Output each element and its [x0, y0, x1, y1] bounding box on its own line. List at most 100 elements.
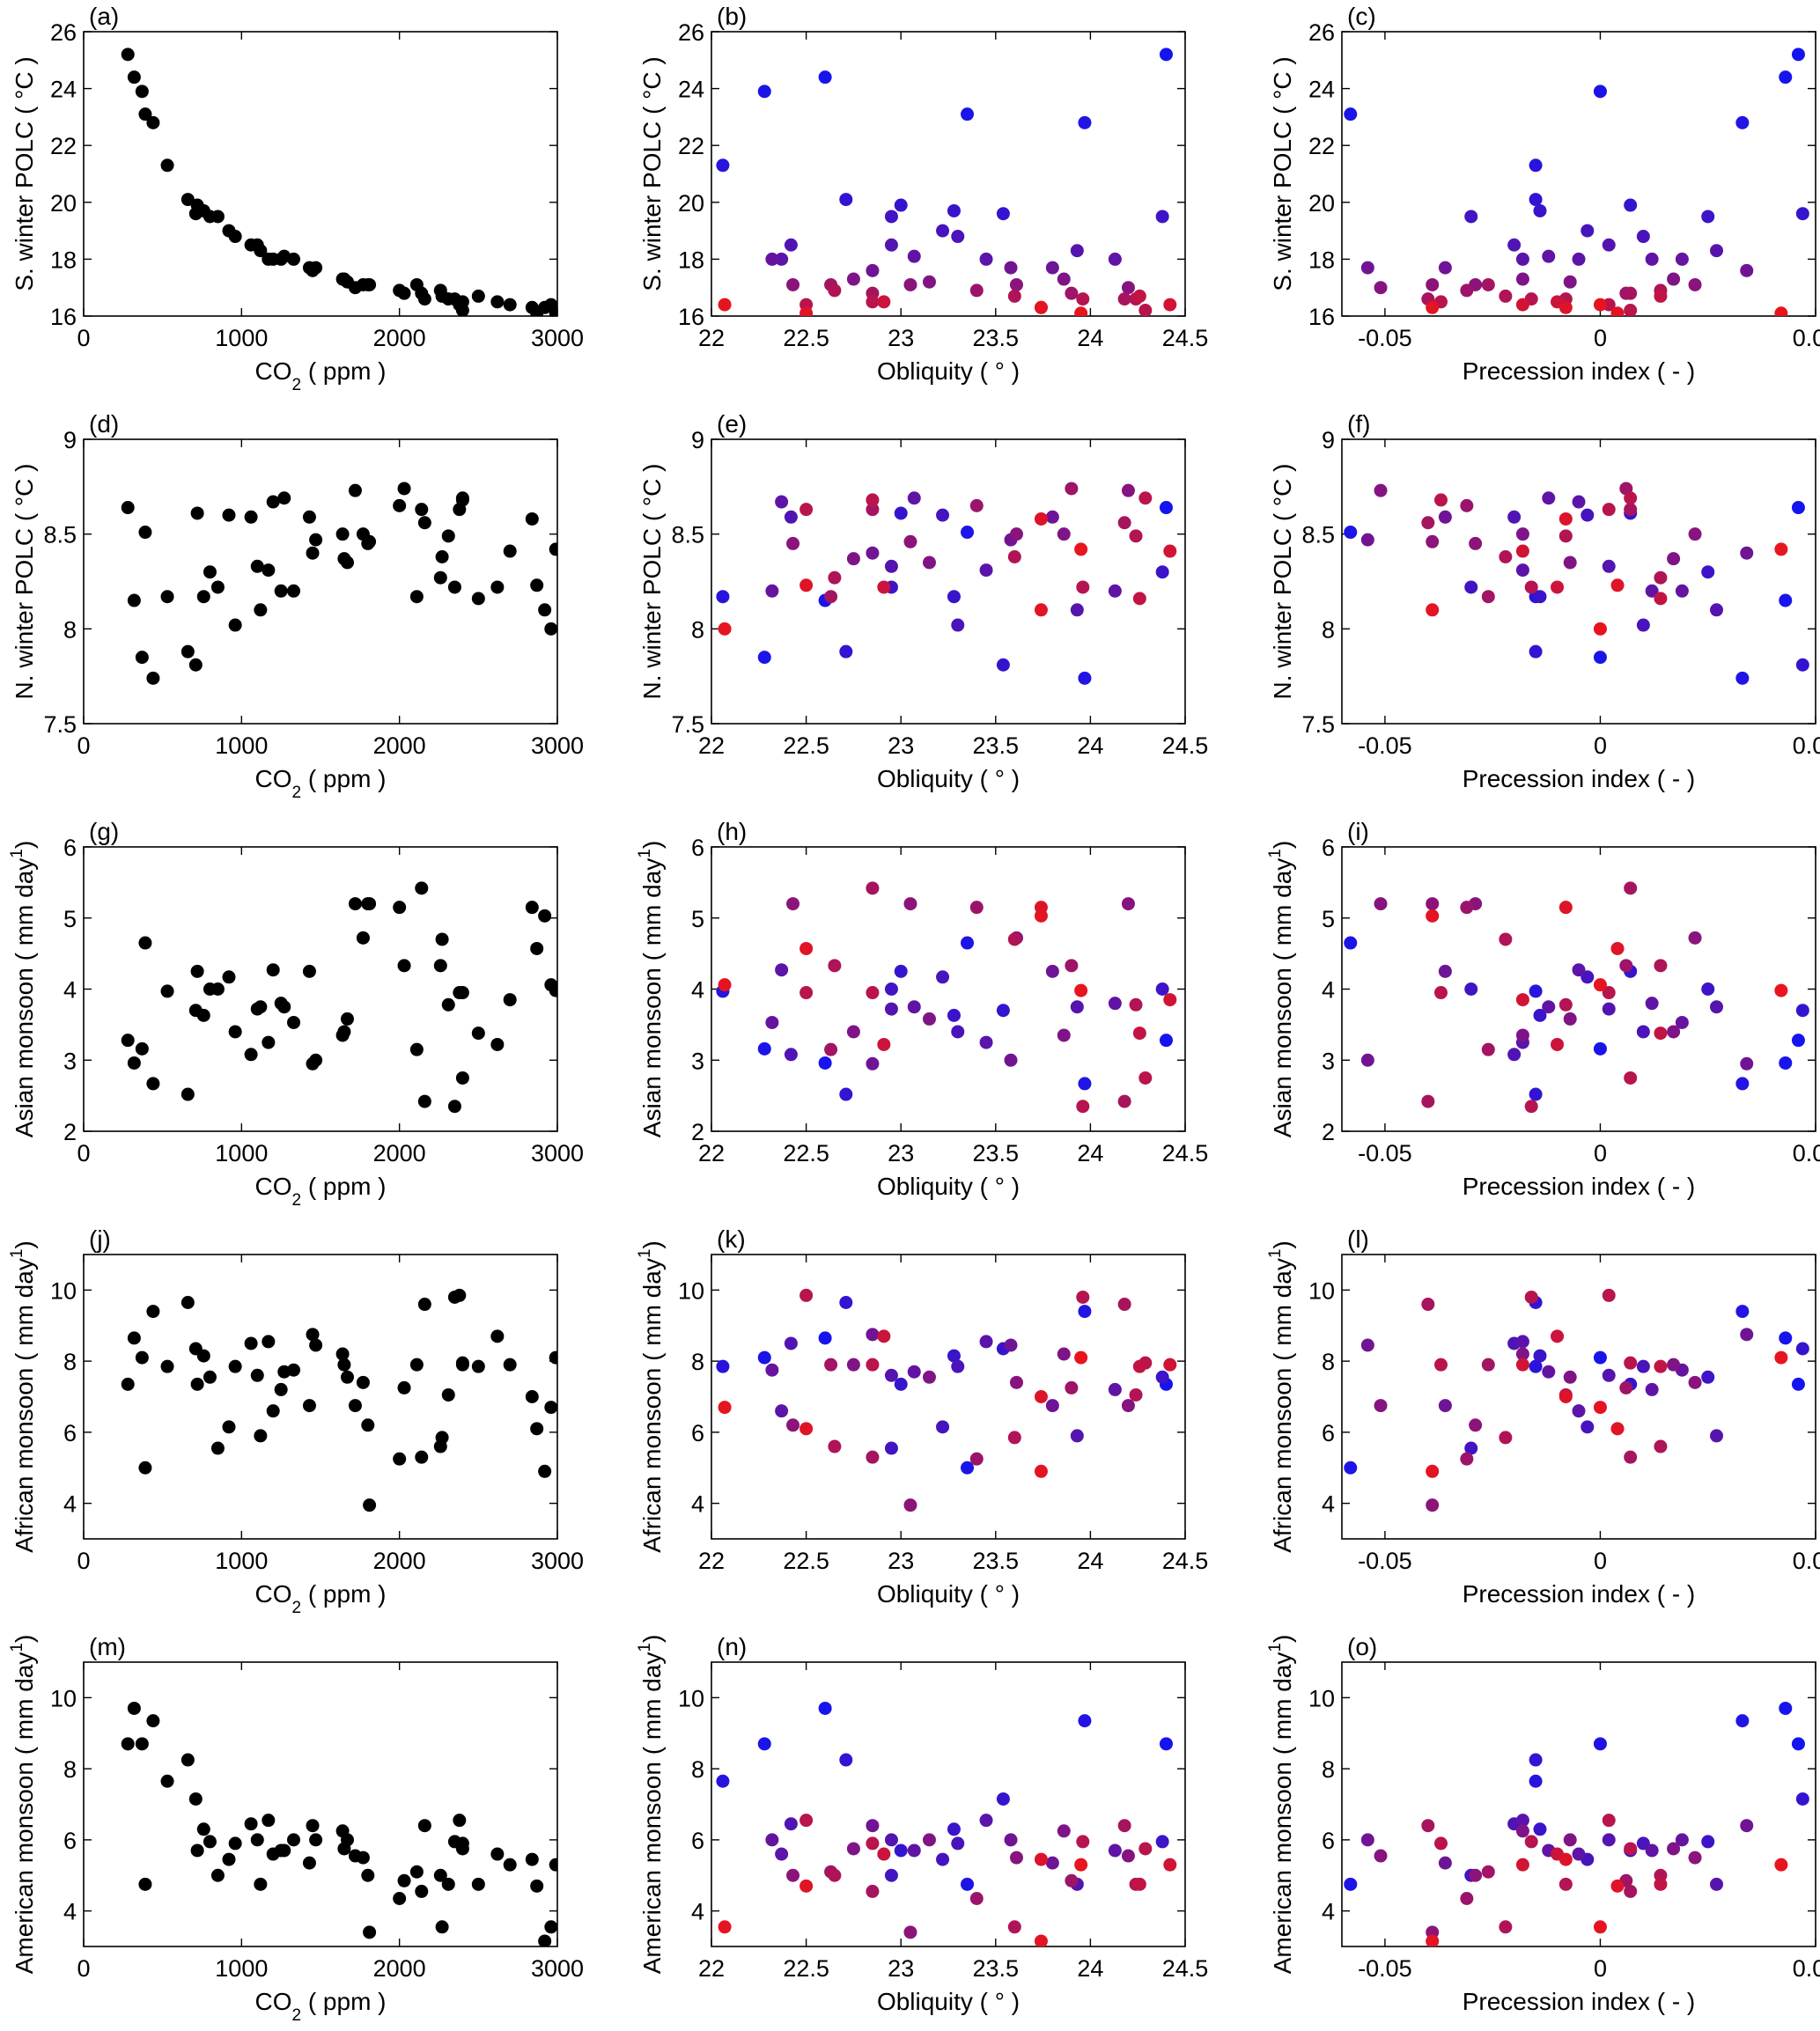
data-point [894, 1377, 908, 1391]
panel-label: (h) [717, 818, 747, 845]
data-point [1469, 1868, 1483, 1882]
x-tick-label: 24 [1077, 732, 1103, 759]
data-point [866, 1884, 880, 1898]
data-point [1602, 1814, 1616, 1828]
x-tick-label: 23 [888, 732, 914, 759]
data-point [441, 1387, 455, 1402]
data-point [969, 283, 984, 298]
data-point [1515, 1335, 1529, 1349]
data-point [1163, 993, 1177, 1007]
y-axis-label: S. winter POLC ( °C ) [1269, 56, 1296, 291]
axes-frame [1341, 31, 1816, 317]
data-point [936, 508, 950, 522]
data-point [1654, 1027, 1668, 1041]
data-point [1593, 1350, 1607, 1365]
data-point [146, 115, 160, 129]
data-point [1654, 570, 1668, 585]
data-point [1034, 511, 1048, 526]
data-point [1076, 1835, 1090, 1849]
data-point [1624, 286, 1638, 300]
data-point [922, 275, 936, 289]
data-point [1619, 1380, 1633, 1394]
data-point [1563, 275, 1577, 289]
data-point [188, 658, 203, 672]
y-tick-label: 5 [63, 906, 77, 932]
data-point [818, 1701, 832, 1715]
data-point [1572, 1847, 1586, 1861]
data-point [846, 1025, 860, 1039]
data-point [784, 1817, 798, 1831]
y-tick-label: 24 [678, 77, 704, 103]
data-point [393, 498, 407, 512]
x-axis-label: Obliquity ( ° ) [877, 357, 1020, 385]
data-point [135, 1350, 149, 1365]
x-axis-label: Precession index ( - ) [1463, 765, 1696, 792]
data-point [455, 493, 469, 507]
x-tick-label: 2000 [373, 1955, 426, 1982]
data-point [775, 495, 789, 509]
data-point [309, 261, 323, 275]
data-point [884, 559, 898, 573]
data-point [1524, 1290, 1538, 1304]
data-point [1667, 1842, 1681, 1856]
data-point [765, 1363, 779, 1377]
data-point [1117, 1298, 1131, 1312]
data-point [846, 1842, 860, 1856]
data-point [471, 1027, 485, 1041]
data-point [1460, 901, 1474, 915]
data-point [866, 1358, 880, 1372]
data-point [190, 1843, 204, 1858]
data-point [1076, 580, 1090, 594]
data-point [877, 580, 891, 594]
x-tick-label: 23.5 [973, 1140, 1020, 1166]
data-point [1138, 491, 1153, 505]
data-point [549, 983, 557, 997]
y-axis-label: Asian monsoon ( mm day1) [8, 841, 38, 1137]
panel-label: (e) [717, 410, 747, 438]
panel-m: (m) 0 1000 2000 3000 4 6 8 10 CO2 ( ppm ) American… [8, 1633, 584, 2025]
data-point [503, 1858, 517, 1872]
x-axis-label: CO2 ( ppm ) [254, 1173, 386, 1210]
data-point [160, 590, 174, 604]
data-point [1421, 1298, 1435, 1312]
data-point [1515, 1858, 1529, 1872]
data-points [716, 1288, 1177, 1512]
data-point [961, 936, 975, 950]
panel-a: (a) 0 1000 2000 3000 16 18 20 22 24 26 CO2 ( ppm ) S… [11, 3, 584, 394]
data-point [1057, 1347, 1071, 1361]
data-point [799, 986, 814, 1000]
data-point [1007, 289, 1021, 303]
data-point [1735, 1077, 1750, 1091]
data-point [1533, 1008, 1547, 1022]
x-tick-label: 0.05 [1793, 1955, 1820, 1982]
data-point [1610, 306, 1625, 316]
data-point [1619, 959, 1633, 973]
data-point [1074, 983, 1088, 997]
data-point [818, 1331, 832, 1345]
x-axis-label: CO2 ( ppm ) [254, 1988, 386, 2025]
data-point [196, 1822, 210, 1836]
y-axis-label: S. winter POLC ( °C ) [638, 56, 666, 291]
data-point [435, 550, 449, 564]
data-point [866, 1836, 880, 1851]
data-point [356, 1375, 370, 1389]
data-point [1675, 584, 1689, 598]
y-tick-label: 4 [63, 977, 77, 1004]
data-point [549, 306, 557, 316]
data-point [309, 1053, 323, 1067]
axes-frame [1341, 1661, 1816, 1947]
data-point [866, 986, 880, 1000]
x-tick-label: 0 [1594, 1140, 1607, 1166]
data-point [1581, 1420, 1595, 1434]
data-point [244, 510, 258, 524]
data-point [181, 1753, 195, 1767]
y-tick-label: 10 [1308, 1685, 1335, 1711]
data-point [1065, 1873, 1079, 1888]
data-point [1057, 1824, 1071, 1838]
x-axis-label: Obliquity ( ° ) [877, 1173, 1020, 1200]
data-point [961, 526, 975, 540]
data-point [799, 1422, 814, 1436]
data-point [775, 1404, 789, 1418]
panel-label: (l) [1347, 1225, 1369, 1253]
x-tick-label: -0.05 [1358, 1140, 1412, 1166]
